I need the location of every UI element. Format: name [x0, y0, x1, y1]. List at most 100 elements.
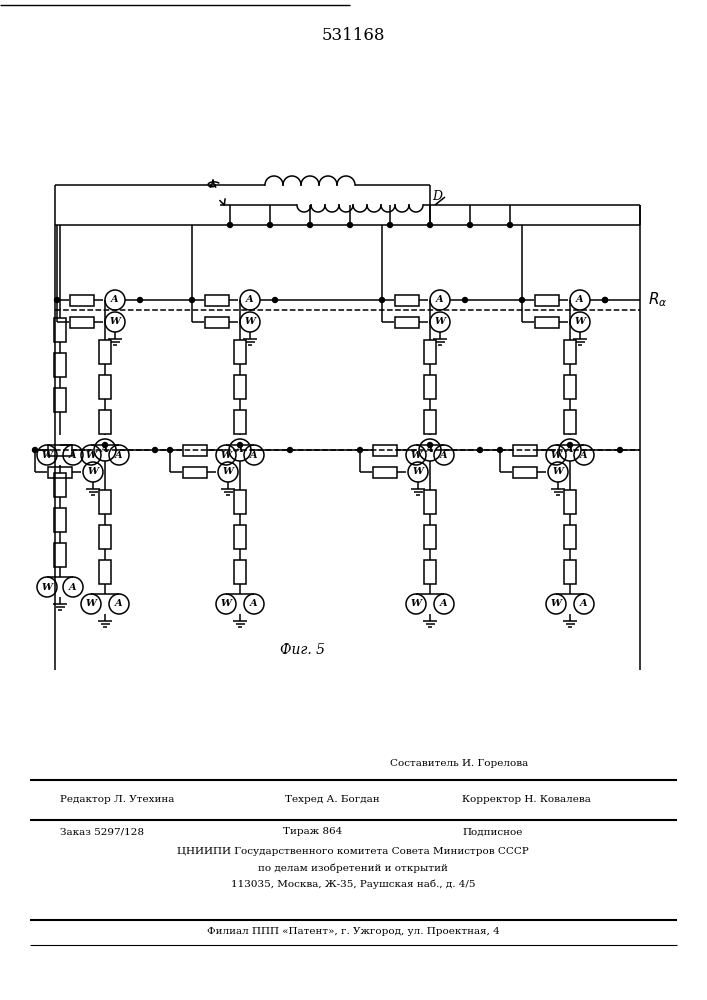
Text: A: A [111, 296, 119, 304]
Bar [54, 318, 66, 342]
Text: A: A [566, 446, 574, 454]
Text: Филиал ППП «Патент», г. Ужгород, ул. Проектная, 4: Филиал ППП «Патент», г. Ужгород, ул. Про… [206, 928, 499, 936]
Text: W: W [42, 582, 52, 591]
Text: ЦНИИПИ Государственного комитета Совета Министров СССР: ЦНИИПИ Государственного комитета Совета … [177, 848, 529, 856]
Text: W: W [223, 468, 233, 477]
Circle shape [103, 442, 107, 448]
Text: Составитель И. Горелова: Составитель И. Горелова [390, 758, 528, 768]
Circle shape [467, 223, 472, 228]
Text: A: A [115, 599, 123, 608]
Circle shape [153, 448, 158, 452]
Text: A: A [580, 599, 588, 608]
Circle shape [428, 223, 433, 228]
Text: A: A [440, 599, 448, 608]
Text: A: A [250, 599, 258, 608]
Text: Фиг. 5: Фиг. 5 [280, 643, 325, 657]
Circle shape [238, 442, 243, 448]
Bar [424, 560, 436, 584]
Text: W: W [412, 468, 423, 477]
Text: W: W [110, 318, 120, 326]
Bar [373, 466, 397, 478]
Bar [535, 316, 559, 328]
Bar [513, 444, 537, 456]
Bar [234, 525, 246, 549]
Text: A: A [576, 296, 584, 304]
Bar [205, 316, 229, 328]
Bar [70, 294, 94, 306]
Bar [183, 466, 207, 478]
Bar [54, 508, 66, 532]
Bar [513, 466, 537, 478]
Text: W: W [221, 450, 231, 460]
Text: W: W [221, 599, 231, 608]
Text: A: A [426, 446, 434, 454]
Text: Техред А. Богдан: Техред А. Богдан [285, 796, 380, 804]
Bar [99, 340, 111, 364]
Circle shape [498, 448, 503, 452]
Circle shape [348, 223, 353, 228]
Circle shape [387, 223, 392, 228]
Text: по делам изобретений и открытий: по делам изобретений и открытий [258, 863, 448, 873]
Bar [183, 444, 207, 456]
Bar [564, 410, 576, 434]
Bar [424, 375, 436, 399]
Circle shape [288, 448, 293, 452]
Text: W: W [552, 468, 563, 477]
Bar [373, 444, 397, 456]
Text: W: W [411, 599, 421, 608]
Bar [564, 490, 576, 514]
Circle shape [568, 442, 573, 448]
Circle shape [137, 298, 143, 302]
Bar [99, 525, 111, 549]
Bar [205, 294, 229, 306]
Circle shape [617, 448, 622, 452]
Text: Заказ 5297/128: Заказ 5297/128 [60, 828, 144, 836]
Bar [234, 410, 246, 434]
Text: A: A [246, 296, 254, 304]
Text: A: A [101, 446, 109, 454]
Text: A: A [236, 446, 244, 454]
Bar [424, 410, 436, 434]
Text: 113035, Москва, Ж‑35, Раушская наб., д. 4/5: 113035, Москва, Ж‑35, Раушская наб., д. … [230, 879, 475, 889]
Text: W: W [551, 599, 561, 608]
Circle shape [477, 448, 482, 452]
Circle shape [308, 223, 312, 228]
Text: A: A [69, 450, 77, 460]
Bar [54, 543, 66, 567]
Bar [535, 294, 559, 306]
Text: $R_{\alpha}$: $R_{\alpha}$ [648, 291, 667, 309]
Bar [564, 375, 576, 399]
Text: W: W [245, 318, 255, 326]
Circle shape [54, 298, 59, 302]
Circle shape [272, 298, 278, 302]
Circle shape [358, 448, 363, 452]
Bar [234, 340, 246, 364]
Bar [54, 353, 66, 377]
Bar [424, 525, 436, 549]
Circle shape [602, 298, 607, 302]
Text: W: W [551, 450, 561, 460]
Bar [70, 316, 94, 328]
Text: 531168: 531168 [321, 26, 385, 43]
Bar [99, 560, 111, 584]
Text: Редактор Л. Утехина: Редактор Л. Утехина [60, 796, 175, 804]
Bar [395, 316, 419, 328]
Bar [564, 525, 576, 549]
Text: A: A [436, 296, 444, 304]
Bar [99, 490, 111, 514]
Text: W: W [42, 450, 52, 460]
Circle shape [602, 298, 607, 302]
Circle shape [462, 298, 467, 302]
Circle shape [267, 223, 272, 228]
Bar [234, 560, 246, 584]
Text: A: A [69, 582, 77, 591]
Text: W: W [88, 468, 98, 477]
Bar [564, 340, 576, 364]
Text: A: A [250, 450, 258, 460]
Bar [48, 466, 72, 478]
Text: D: D [432, 190, 442, 203]
Circle shape [33, 448, 37, 452]
Text: A: A [440, 450, 448, 460]
Text: W: W [86, 450, 96, 460]
Circle shape [520, 298, 525, 302]
